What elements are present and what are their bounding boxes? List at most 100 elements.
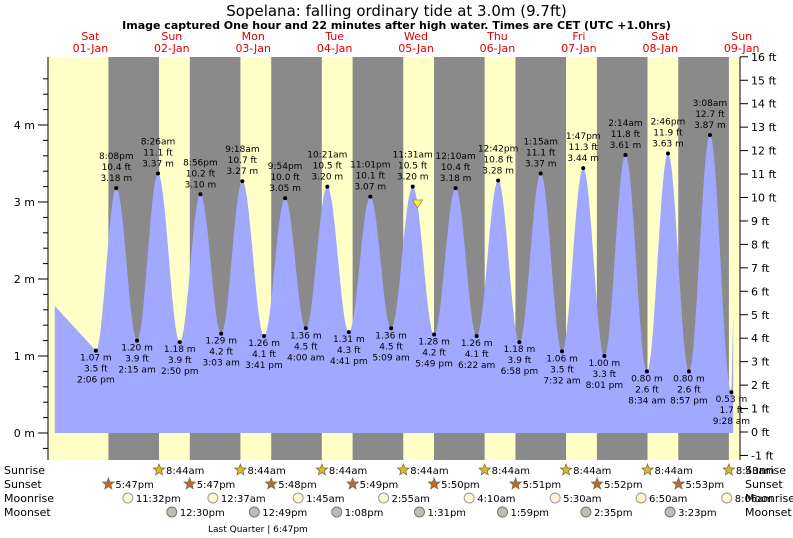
date-label: 04-Jan	[317, 42, 353, 55]
sunset-time: 5:51pm	[523, 480, 562, 491]
day-label: Tue	[324, 30, 344, 43]
low-tide-feet: 3.5 ft	[84, 365, 108, 375]
low-tide-feet: 4.3 ft	[337, 346, 361, 356]
high-tide-marker	[114, 186, 119, 191]
low-tide-metres: 1.36 m	[375, 331, 407, 341]
sunrise-time: 8:44am	[573, 466, 611, 477]
sunrise-icon	[152, 463, 166, 476]
low-tide-metres: 0.80 m	[631, 374, 663, 384]
high-tide-metres: 3.37 m	[525, 160, 557, 170]
low-tide-metres: 0.53 m	[716, 395, 748, 405]
sunset-icon	[346, 477, 360, 490]
moonrise-time: 1:45am	[306, 494, 344, 505]
high-tide-time: 9:54pm	[268, 162, 303, 172]
high-tide-marker	[410, 184, 415, 189]
low-tide-marker	[517, 340, 522, 345]
high-tide-marker	[538, 171, 543, 176]
low-tide-metres: 1.36 m	[290, 331, 322, 341]
low-tide-time: 9:28 am	[713, 417, 750, 427]
row-label-left-moonset: Moonset	[4, 506, 51, 519]
moonset-time: 1:59pm	[510, 508, 549, 519]
high-tide-marker	[240, 179, 245, 184]
moonset-time: 3:23pm	[678, 508, 717, 519]
high-tide-metres: 3.18 m	[440, 174, 472, 184]
date-label: 02-Jan	[154, 42, 190, 55]
sunrise-time: 8:44am	[247, 466, 285, 477]
sunset-icon	[264, 477, 278, 490]
row-label-right-sunset: Sunset	[745, 478, 783, 491]
low-tide-metres: 0.80 m	[673, 374, 705, 384]
sunset-time: 5:47pm	[197, 480, 236, 491]
right-axis-tick-label: -1 ft	[751, 449, 774, 462]
moonrise-icon	[549, 492, 561, 504]
row-label-left-sunset: Sunset	[4, 478, 42, 491]
low-tide-feet: 4.1 ft	[252, 350, 276, 360]
sunset-icon	[101, 477, 115, 490]
sunset-icon	[508, 477, 523, 490]
high-tide-metres: 3.20 m	[312, 173, 344, 183]
high-tide-marker	[198, 192, 203, 197]
date-label: 05-Jan	[398, 42, 434, 55]
low-tide-time: 3:41 pm	[245, 361, 283, 371]
low-tide-feet: 4.1 ft	[465, 350, 489, 360]
low-tide-time: 4:41 pm	[330, 357, 368, 367]
low-tide-feet: 3.5 ft	[550, 365, 574, 375]
moon-phase-label: Last Quarter | 6:47pm	[208, 525, 308, 535]
right-axis-tick-label: 16 ft	[751, 51, 777, 64]
low-tide-time: 8:34 am	[628, 396, 665, 406]
low-tide-marker	[177, 340, 182, 345]
low-tide-feet: 1.7 ft	[720, 406, 744, 416]
right-axis-tick-label: 3 ft	[751, 356, 770, 369]
right-axis-tick-label: 8 ft	[751, 238, 770, 251]
right-axis-tick-label: 13 ft	[751, 121, 777, 134]
low-tide-metres: 1.28 m	[418, 337, 450, 347]
low-tide-feet: 3.3 ft	[593, 370, 617, 380]
high-tide-metres: 3.18 m	[100, 174, 132, 184]
low-tide-time: 6:58 pm	[501, 367, 539, 377]
sunrise-time: 8:44am	[655, 466, 693, 477]
right-axis-tick-label: 11 ft	[751, 168, 777, 181]
low-tide-marker	[219, 331, 224, 336]
high-tide-marker	[156, 171, 161, 176]
sunset-icon	[590, 477, 604, 490]
low-tide-marker	[729, 390, 734, 395]
low-tide-time: 5:09 am	[372, 353, 409, 363]
moonrise-icon	[122, 492, 134, 504]
high-tide-feet: 10.4 ft	[441, 163, 471, 173]
moonset-icon	[331, 506, 343, 518]
moonrise-time: 4:10am	[477, 494, 515, 505]
high-tide-metres: 3.61 m	[610, 141, 642, 151]
left-axis-tick-label: 4 m	[14, 119, 35, 132]
row-label-left-moonrise: Moonrise	[4, 492, 54, 505]
low-tide-marker	[602, 354, 607, 358]
high-tide-marker	[283, 196, 288, 201]
row-label-right-moonrise: Moonrise	[745, 492, 793, 505]
sunrise-time: 8:44am	[166, 466, 204, 477]
day-label: Sat	[651, 30, 670, 43]
left-axis-tick-label: 1 m	[14, 350, 35, 363]
day-label: Wed	[404, 30, 428, 43]
low-tide-metres: 1.26 m	[248, 339, 280, 349]
sunrise-icon	[559, 463, 573, 476]
right-axis-tick-label: 1 ft	[751, 403, 770, 416]
high-tide-metres: 3.28 m	[482, 166, 514, 176]
right-axis-tick-label: 9 ft	[751, 215, 770, 228]
sunset-time: 5:50pm	[441, 480, 480, 491]
sunrise-time: 8:43am	[736, 466, 774, 477]
left-axis-tick-label: 3 m	[14, 196, 35, 209]
low-tide-marker	[346, 330, 351, 335]
low-tide-metres: 1.31 m	[333, 335, 365, 345]
date-label: 08-Jan	[643, 42, 679, 55]
high-tide-feet: 10.4 ft	[102, 163, 132, 173]
left-axis-tick-label: 0 m	[14, 427, 35, 440]
high-tide-metres: 3.05 m	[269, 184, 301, 194]
low-tide-time: 2:50 pm	[161, 367, 199, 377]
high-tide-metres: 3.37 m	[142, 160, 174, 170]
moonrise-icon	[292, 492, 304, 504]
high-tide-metres: 3.44 m	[567, 154, 599, 164]
sunrise-icon	[315, 463, 329, 476]
high-tide-feet: 10.2 ft	[186, 169, 216, 179]
low-tide-time: 6:22 am	[458, 361, 495, 371]
low-tide-marker	[262, 333, 267, 338]
moonset-icon	[413, 506, 425, 518]
